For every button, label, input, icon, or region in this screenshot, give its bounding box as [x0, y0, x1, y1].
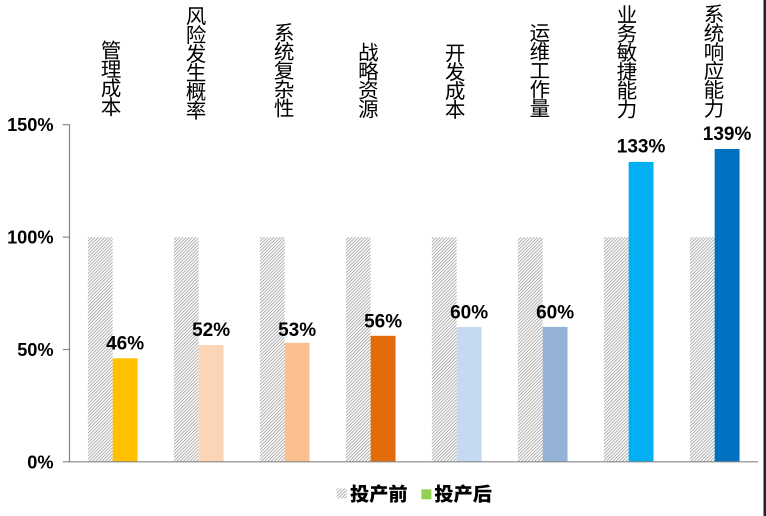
svg-text:46%: 46%	[106, 334, 144, 355]
svg-text:52%: 52%	[192, 320, 230, 341]
svg-text:56%: 56%	[364, 312, 402, 333]
svg-text:0%: 0%	[27, 452, 53, 472]
svg-text:133%: 133%	[617, 136, 666, 157]
svg-text:50%: 50%	[17, 340, 53, 360]
svg-text:53%: 53%	[278, 320, 316, 341]
svg-text:60%: 60%	[450, 303, 488, 324]
svg-text:150%: 150%	[7, 115, 54, 135]
svg-text:60%: 60%	[536, 303, 574, 324]
svg-text:139%: 139%	[703, 124, 752, 145]
svg-text:100%: 100%	[7, 228, 54, 248]
